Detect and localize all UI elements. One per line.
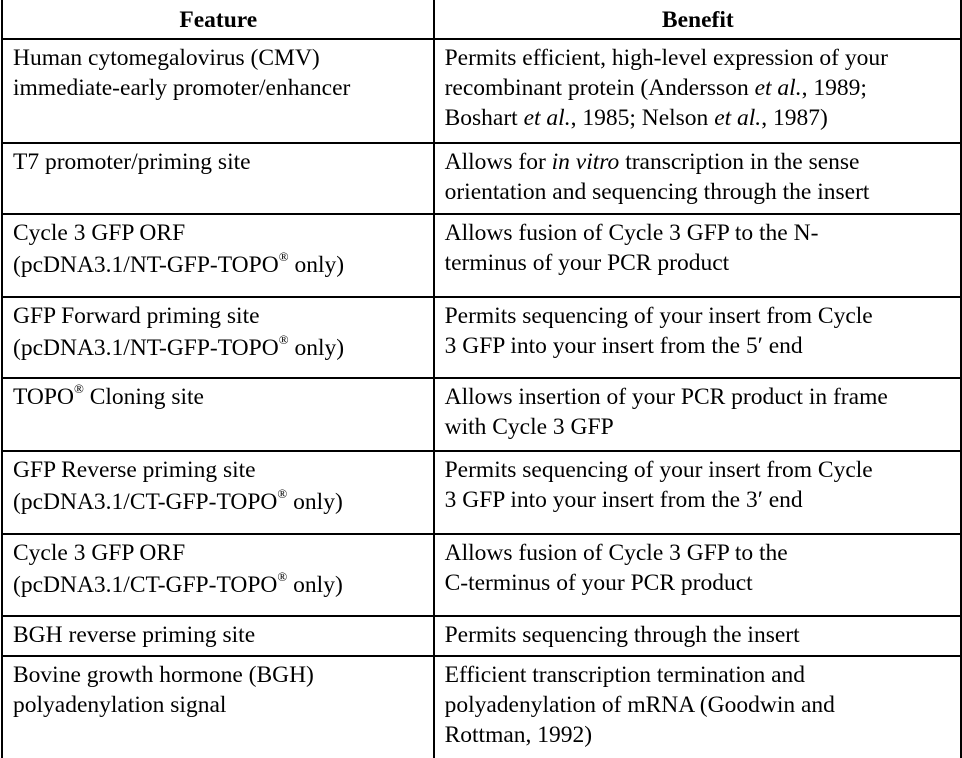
feature-text: only): [288, 335, 345, 361]
feature-cell: TOPO® Cloning site: [1, 377, 435, 452]
table-row: Cycle 3 GFP ORF (pcDNA3.1/NT-GFP-TOPO® o…: [1, 213, 962, 298]
feature-cell: GFP Reverse priming site (pcDNA3.1/CT-GF…: [1, 450, 435, 535]
registered-mark: ®: [277, 486, 288, 502]
feature-note: (pcDNA3.1/CT-GFP-TOPO® only): [13, 570, 424, 600]
benefit-text: , 1987): [761, 105, 828, 131]
benefit-text: C-terminus of your PCR product: [444, 570, 753, 596]
registered-mark: ®: [73, 381, 84, 397]
benefit-italic: in vitro: [551, 149, 620, 175]
benefit-text: Permits efficient, high-level expression…: [444, 45, 888, 71]
registered-mark: ®: [278, 332, 289, 348]
feature-text: (pcDNA3.1/CT-GFP-TOPO: [13, 572, 278, 598]
table-row: Cycle 3 GFP ORF (pcDNA3.1/CT-GFP-TOPO® o…: [1, 533, 962, 617]
feature-cell: Cycle 3 GFP ORF (pcDNA3.1/CT-GFP-TOPO® o…: [1, 533, 435, 617]
feature-text: (pcDNA3.1/NT-GFP-TOPO: [13, 335, 279, 361]
benefit-text: transcription in the sense: [619, 149, 860, 175]
benefit-text: Permits sequencing of your insert from C…: [444, 303, 873, 329]
feature-cell: Cycle 3 GFP ORF (pcDNA3.1/NT-GFP-TOPO® o…: [1, 213, 435, 298]
benefit-cell: Allows for in vitro transcription in the…: [432, 142, 962, 215]
benefit-cell: Allows insertion of your PCR product in …: [432, 377, 962, 452]
benefit-cell: Allows fusion of Cycle 3 GFP to the N- t…: [432, 213, 962, 298]
header-feature: Feature: [1, 0, 435, 40]
feature-text: only): [287, 489, 343, 515]
benefit-cell: Permits sequencing through the insert: [432, 615, 962, 657]
benefit-cell: Efficient transcription termination and …: [432, 655, 962, 758]
table-row: Bovine growth hormone (BGH) polyadenylat…: [1, 655, 962, 758]
feature-cell: GFP Forward priming site (pcDNA3.1/NT-GF…: [1, 296, 435, 379]
feature-text: Cycle 3 GFP ORF: [13, 540, 186, 566]
feature-text: (pcDNA3.1/CT-GFP-TOPO: [13, 489, 278, 515]
header-benefit: Benefit: [432, 0, 962, 40]
feature-text: BGH reverse priming site: [13, 622, 256, 648]
table-row: T7 promoter/priming site Allows for in v…: [1, 142, 962, 215]
benefit-text: 3 GFP into your insert from the 5′ end: [444, 333, 803, 359]
feature-text: Bovine growth hormone (BGH): [13, 662, 314, 688]
benefit-text: terminus of your PCR product: [444, 250, 730, 276]
registered-mark: ®: [277, 569, 288, 585]
feature-text: only): [288, 252, 345, 278]
benefit-italic: et al.: [754, 75, 802, 101]
benefit-text: , 1985; Nelson: [570, 105, 715, 131]
feature-cell: Bovine growth hormone (BGH) polyadenylat…: [1, 655, 435, 758]
feature-text: GFP Forward priming site: [13, 303, 260, 329]
benefit-text: orientation and sequencing through the i…: [444, 179, 870, 205]
benefit-text: Permits sequencing through the insert: [444, 622, 800, 648]
benefit-text: Allows insertion of your PCR product in …: [444, 384, 888, 410]
feature-cell: T7 promoter/priming site: [1, 142, 435, 215]
benefit-italic: et al.: [523, 105, 571, 131]
feature-text: immediate-early promoter/enhancer: [13, 75, 351, 101]
feature-note: (pcDNA3.1/NT-GFP-TOPO® only): [13, 333, 424, 363]
benefit-text: Rottman, 1992): [444, 722, 593, 748]
registered-mark: ®: [278, 249, 289, 265]
feature-text: Human cytomegalovirus (CMV): [13, 45, 320, 71]
feature-text: T7 promoter/priming site: [13, 149, 251, 175]
table-row: GFP Forward priming site (pcDNA3.1/NT-GF…: [1, 296, 962, 379]
feature-text: only): [287, 572, 343, 598]
benefit-text: , 1989;: [801, 75, 867, 101]
benefit-text: Allows for: [444, 149, 552, 175]
feature-text: (pcDNA3.1/NT-GFP-TOPO: [13, 252, 279, 278]
benefit-text: recombinant protein (Andersson: [444, 75, 755, 101]
benefit-cell: Permits efficient, high-level expression…: [432, 38, 962, 144]
feature-text: polyadenylation signal: [13, 692, 227, 718]
benefit-cell: Allows fusion of Cycle 3 GFP to the C-te…: [432, 533, 962, 617]
benefit-text: Boshart: [444, 105, 524, 131]
benefit-text: Allows fusion of Cycle 3 GFP to the: [444, 540, 788, 566]
feature-text: TOPO: [13, 384, 74, 410]
benefit-cell: Permits sequencing of your insert from C…: [432, 450, 962, 535]
feature-cell: BGH reverse priming site: [1, 615, 435, 657]
feature-text: GFP Reverse priming site: [13, 457, 256, 483]
table-row: BGH reverse priming site Permits sequenc…: [1, 615, 962, 657]
benefit-text: Permits sequencing of your insert from C…: [444, 457, 873, 483]
benefit-text: Allows fusion of Cycle 3 GFP to the N-: [444, 220, 819, 246]
benefit-cell: Permits sequencing of your insert from C…: [432, 296, 962, 379]
table-row: GFP Reverse priming site (pcDNA3.1/CT-GF…: [1, 450, 962, 535]
benefit-text: polyadenylation of mRNA (Goodwin and: [444, 692, 835, 718]
feature-text: Cycle 3 GFP ORF: [13, 220, 186, 246]
benefit-text: with Cycle 3 GFP: [444, 414, 614, 440]
feature-cell: Human cytomegalovirus (CMV) immediate-ea…: [1, 38, 435, 144]
table-header-row: Feature Benefit: [1, 0, 962, 40]
table-row: TOPO® Cloning site Allows insertion of y…: [1, 377, 962, 452]
feature-text: Cloning site: [83, 384, 204, 410]
feature-note: (pcDNA3.1/CT-GFP-TOPO® only): [13, 487, 424, 517]
benefit-italic: et al.: [714, 105, 762, 131]
feature-note: (pcDNA3.1/NT-GFP-TOPO® only): [13, 250, 424, 280]
benefit-text: Efficient transcription termination and: [444, 662, 806, 688]
table-row: Human cytomegalovirus (CMV) immediate-ea…: [1, 38, 962, 144]
benefit-text: 3 GFP into your insert from the 3′ end: [444, 487, 803, 513]
